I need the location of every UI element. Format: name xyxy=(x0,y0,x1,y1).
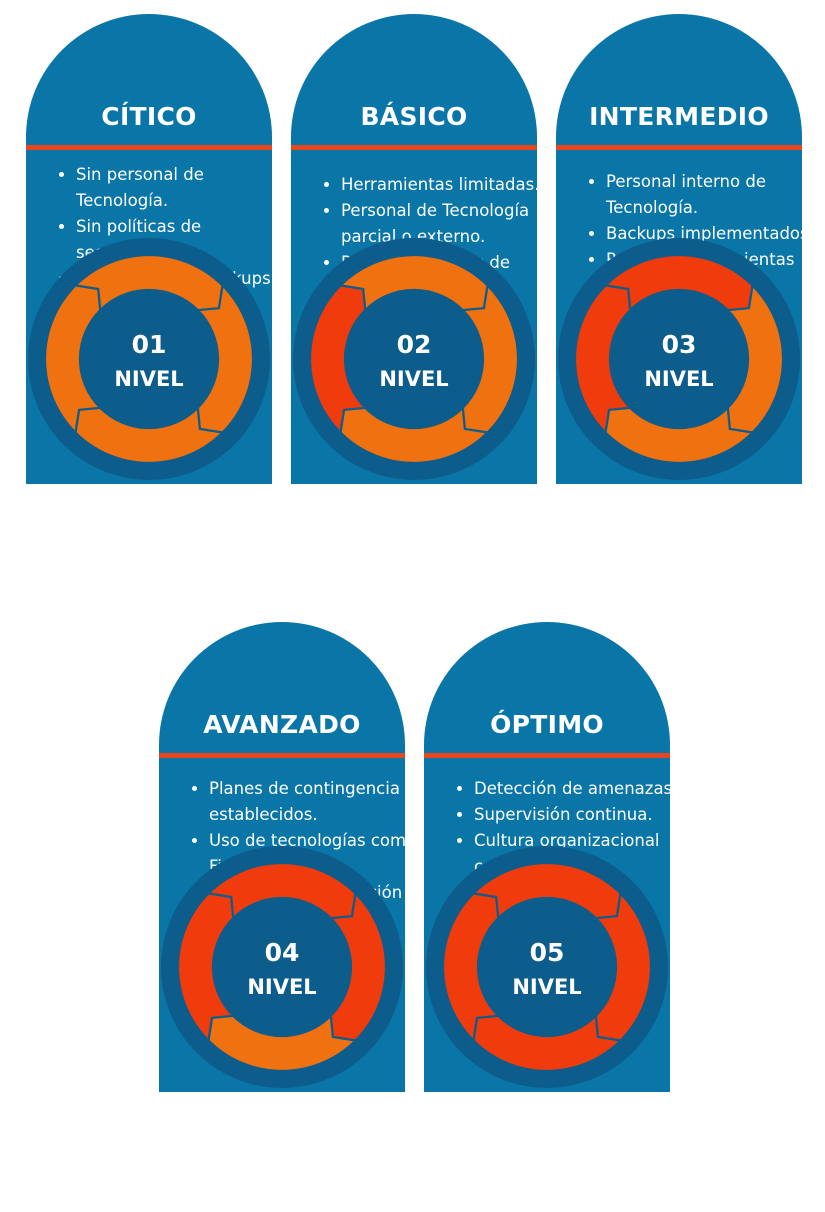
bullet-item: Cultura organizacional xyxy=(474,828,686,854)
title-divider xyxy=(424,753,670,758)
bullet-item: Personal de Tecnología parcial o externo… xyxy=(341,198,553,250)
ring-center xyxy=(221,906,343,1028)
level-title: ÓPTIMO xyxy=(490,710,604,739)
title-divider xyxy=(291,145,537,150)
ring-segment xyxy=(573,284,633,435)
level-title: INTERMEDIO xyxy=(589,102,769,131)
level-badge: 03 NIVEL xyxy=(556,236,802,482)
level-number: 05 xyxy=(529,938,565,967)
level-number: 03 xyxy=(661,330,697,359)
title-divider xyxy=(26,145,272,150)
progress-ring xyxy=(161,846,403,1088)
ring-segment xyxy=(441,892,501,1043)
level-number: 04 xyxy=(264,938,300,967)
progress-ring xyxy=(28,238,270,480)
level-number: 01 xyxy=(131,330,167,359)
title-divider xyxy=(159,753,405,758)
level-label: NIVEL xyxy=(114,367,184,391)
level-card-2: BÁSICO Herramientas limitadas. Personal … xyxy=(291,14,539,604)
ring-center xyxy=(88,298,210,420)
level-badge: 02 NIVEL xyxy=(291,236,537,482)
level-card-4: AVANZADO Planes de contingencia establec… xyxy=(159,622,416,1212)
bullet-item: Detección de amenazas. xyxy=(474,776,686,802)
level-title: AVANZADO xyxy=(203,710,361,739)
level-title: BÁSICO xyxy=(360,102,468,131)
level-number: 02 xyxy=(396,330,432,359)
level-badge: 05 NIVEL xyxy=(424,844,670,1090)
bullet-item: Personal interno de Tecnología. xyxy=(606,169,818,221)
bullet-item: Planes de contingencia establecidos. xyxy=(209,776,421,828)
level-label: NIVEL xyxy=(512,975,582,999)
progress-ring xyxy=(426,846,668,1088)
level-label: NIVEL xyxy=(247,975,317,999)
ring-center xyxy=(353,298,475,420)
bullet-item: Herramientas limitadas. xyxy=(341,172,553,198)
title-divider xyxy=(556,145,802,150)
level-label: NIVEL xyxy=(644,367,714,391)
ring-center xyxy=(618,298,740,420)
progress-ring xyxy=(293,238,535,480)
progress-ring xyxy=(558,238,800,480)
level-card-5: ÓPTIMO Detección de amenazas. Supervisió… xyxy=(424,622,677,1212)
level-card-1: CÍTICO Sin personal de Tecnología. Sin p… xyxy=(26,14,276,604)
ring-segment xyxy=(43,284,103,435)
level-label: NIVEL xyxy=(379,367,449,391)
level-card-3: INTERMEDIO Personal interno de Tecnologí… xyxy=(556,14,814,604)
ring-segment xyxy=(308,284,368,435)
bullet-item: Backups implementados. xyxy=(606,221,818,247)
level-badge: 04 NIVEL xyxy=(159,844,405,1090)
bullet-item: Supervisión continua. xyxy=(474,802,686,828)
level-badge: 01 NIVEL xyxy=(26,236,272,482)
ring-segment xyxy=(176,892,236,1043)
level-title: CÍTICO xyxy=(101,102,197,131)
bullet-item: Sin personal de Tecnología. xyxy=(76,162,288,214)
ring-center xyxy=(486,906,608,1028)
